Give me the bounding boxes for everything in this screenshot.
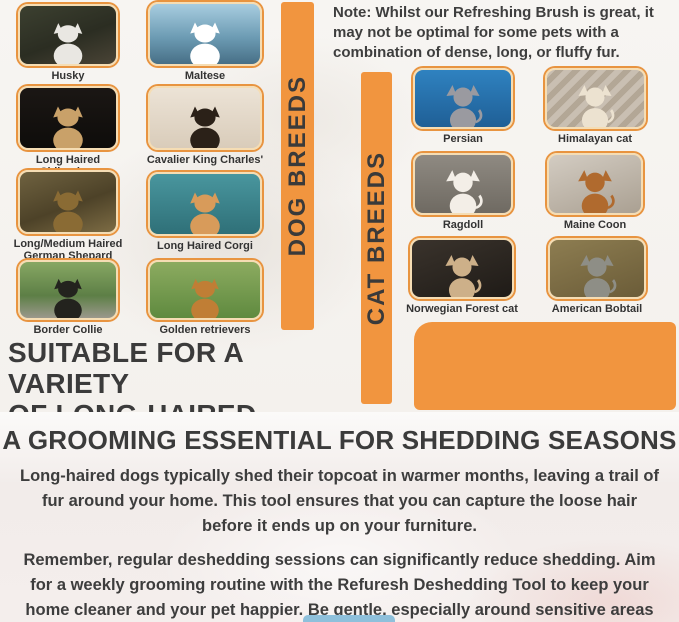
orange-accent-block <box>414 322 676 410</box>
breed-label: Husky <box>51 70 85 82</box>
cat-silhouette-icon <box>445 255 482 297</box>
breed-label: Norwegian Forest cat <box>406 303 518 315</box>
cavalier-photo <box>148 86 262 150</box>
cat-breeds-banner: CAT BREEDS <box>361 72 392 404</box>
cat-silhouette-icon <box>446 85 483 127</box>
breed-label: Long/Medium Haired German Shepard <box>13 238 123 262</box>
next-section-peek <box>303 615 395 622</box>
american-bobtail-photo <box>548 238 646 299</box>
border-collie-photo <box>18 260 118 320</box>
breed-tile-husky: Husky <box>8 4 128 82</box>
corgi-photo <box>148 172 262 236</box>
dog-silhouette-icon <box>191 278 219 318</box>
dog-silhouette-icon <box>54 278 82 318</box>
german-shepard-photo <box>18 170 118 234</box>
breed-label: Persian <box>443 133 483 145</box>
breed-label: Long Haired Corgi <box>157 240 253 252</box>
grooming-section: A GROOMING ESSENTIAL FOR SHEDDING SEASON… <box>0 412 679 622</box>
dog-breeds-banner: DOG BREEDS <box>281 2 314 330</box>
cat-silhouette-icon <box>578 170 615 213</box>
grooming-paragraph-2: Remember, regular deshedding sessions ca… <box>23 551 656 619</box>
husky-photo <box>18 4 118 66</box>
breed-label: Golden retrievers <box>159 324 251 336</box>
dog-silhouette-icon <box>53 190 83 232</box>
breed-label: Himalayan cat <box>558 133 632 145</box>
note-text: Note: Whilst our Refreshing Brush is gre… <box>333 4 654 61</box>
breed-tile-persian: Persian <box>410 68 516 145</box>
breed-tile-border-collie: Border Collie <box>8 260 128 336</box>
breed-tile-ragdoll: Ragdoll <box>410 153 516 231</box>
breed-label: Maltese <box>184 70 226 82</box>
norwegian-forest-photo <box>410 238 514 299</box>
dog-breeds-banner-label: DOG BREEDS <box>283 75 311 257</box>
cat-breeds-banner-label: CAT BREEDS <box>362 150 390 326</box>
breed-tile-maltese: Maltese <box>143 2 267 82</box>
breed-label: Maine Coon <box>563 219 627 231</box>
ragdoll-photo <box>413 153 513 215</box>
breed-tile-golden-retriever: Golden retrievers <box>143 260 267 336</box>
cat-silhouette-icon <box>446 170 483 213</box>
breeds-section: Note: Whilst our Refreshing Brush is gre… <box>0 0 679 461</box>
himalayan-photo <box>544 68 646 129</box>
cat-silhouette-icon <box>580 255 617 297</box>
breed-tile-himalayan: Himalayan cat <box>540 68 650 145</box>
grooming-heading: A GROOMING ESSENTIAL FOR SHEDDING SEASON… <box>2 425 677 455</box>
maltese-photo <box>148 2 262 66</box>
breed-tile-chihuahua: Long Haired Chihuahua <box>8 86 128 178</box>
breed-tile-norwegian-forest: Norwegian Forest cat <box>403 238 521 315</box>
breed-label: Ragdoll <box>442 219 484 231</box>
breed-label: Cavalier King Charles' <box>146 154 264 166</box>
dog-silhouette-icon <box>53 106 83 148</box>
breed-tile-german-shepard: Long/Medium Haired German Shepard <box>8 170 128 262</box>
breed-tile-cavalier: Cavalier King Charles' <box>143 86 267 166</box>
persian-photo <box>413 68 513 129</box>
maine-coon-photo <box>547 153 643 215</box>
dog-silhouette-icon <box>190 192 220 234</box>
dog-silhouette-icon <box>190 22 220 64</box>
dog-silhouette-icon <box>53 23 83 64</box>
grooming-paragraph-1: Long-haired dogs typically shed their to… <box>19 467 660 535</box>
cat-silhouette-icon <box>578 85 615 127</box>
breed-label: American Bobtail <box>551 303 643 315</box>
chihuahua-photo <box>18 86 118 150</box>
golden-retriever-photo <box>148 260 262 320</box>
breed-tile-american-bobtail: American Bobtail <box>538 238 656 315</box>
breed-tile-corgi: Long Haired Corgi <box>143 172 267 252</box>
suitable-headline-line1: SUITABLE FOR A VARIETY <box>8 337 243 399</box>
breed-label: Border Collie <box>33 324 103 336</box>
dog-silhouette-icon <box>190 106 220 148</box>
breed-tile-maine-coon: Maine Coon <box>540 153 650 231</box>
